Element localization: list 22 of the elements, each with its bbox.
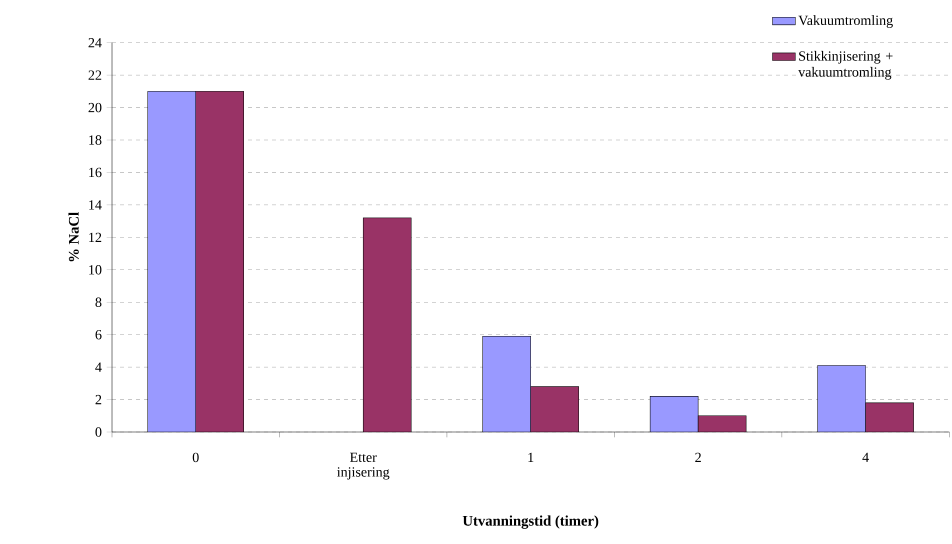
y-tick-label: 16 [89,168,102,178]
y-tick-label: 0 [95,427,102,437]
y-tick-label: 24 [88,38,102,48]
y-tick-label: 12 [89,232,102,242]
x-tick-label: 1 [528,452,534,462]
y-tick-label: 10 [89,265,102,275]
x-tick-label: Etter injisering [337,452,390,480]
y-tick-label: 2 [96,394,102,404]
y-tick-label: 22 [88,70,102,80]
y-tick-label: 20 [88,102,102,112]
x-axis-title: Utvanningstid (timer) [462,515,598,529]
x-tick-label: 4 [862,452,869,462]
y-tick-label: 18 [89,135,102,145]
legend-label: Vakuumtromling [798,15,893,28]
x-tick-label: 0 [192,452,199,462]
legend-label: Stikkinjisering + vakuumtromling [798,50,893,80]
y-axis-title: % NaCl [68,212,79,262]
y-tick-label: 4 [95,362,102,372]
x-tick-label: 2 [695,452,701,462]
y-tick-label: 14 [89,200,102,210]
y-tick-label: 6 [96,330,102,340]
y-tick-label: 8 [95,298,102,307]
